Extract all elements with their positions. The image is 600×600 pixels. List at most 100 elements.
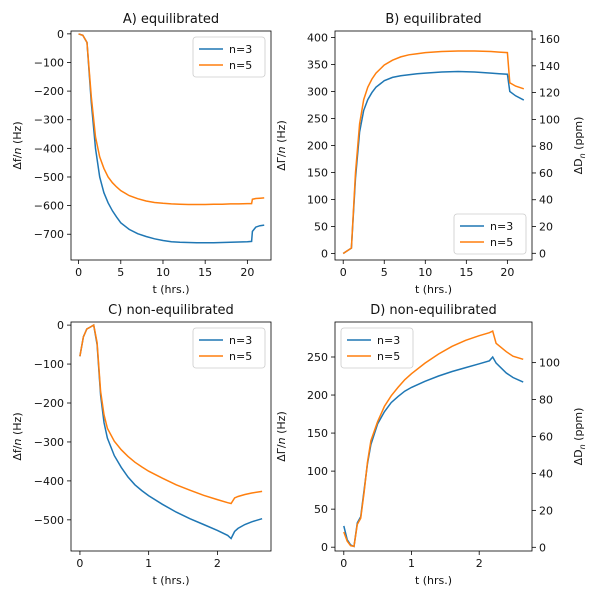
legend: n=3n=5 — [192, 327, 266, 369]
x-tick-label: 10 — [156, 266, 170, 279]
y-right-tick-label: 140 — [539, 60, 560, 73]
x-tick-label: 2 — [476, 557, 483, 570]
y-axis-label-italic: n — [11, 439, 24, 446]
y-axis-label: ΔΓ/n (Hz) — [275, 411, 288, 461]
series-line-n5 — [343, 330, 524, 548]
y-tick-label: −600 — [34, 200, 64, 213]
series-line-n5 — [78, 33, 265, 206]
y-tick-label: 200 — [307, 140, 328, 153]
plot-frame — [70, 321, 272, 552]
y-right-tick-label: 100 — [539, 113, 560, 126]
panel-a: A) equilibrated 0 5 10 15 20 0 −100 −200 −300 −400… — [11, 12, 272, 296]
y-axis-label: Δf/n (Hz) — [11, 412, 24, 460]
x-tick-label: 0 — [340, 266, 347, 279]
y-tick-label: 50 — [314, 503, 328, 516]
legend-label: n=3 — [229, 43, 252, 56]
y-tick-label: 100 — [307, 465, 328, 478]
y-right-tick-label: 40 — [539, 467, 553, 480]
x-axis-label: t (hrs.) — [415, 574, 452, 587]
y-right-tick-label: 80 — [539, 140, 553, 153]
y-tick-label: 300 — [307, 85, 328, 98]
y-tick-label: 200 — [307, 389, 328, 402]
panel-title: D) non-equilibrated — [370, 303, 497, 318]
y-right-tick-label: 160 — [539, 33, 560, 46]
x-tick-label: 10 — [418, 266, 432, 279]
y-right-tick-label: 40 — [539, 194, 553, 207]
y-axis-label-italic: n — [275, 146, 288, 153]
y-tick-label: −400 — [34, 142, 64, 155]
y-axis-label: ΔΓ/n (Hz) — [275, 120, 288, 170]
x-tick-label: 1 — [145, 557, 152, 570]
y-axis-label-part: ΔΓ/ — [275, 444, 288, 462]
panel-title: B) equilibrated — [385, 12, 481, 27]
x-tick-label: 0 — [75, 266, 82, 279]
y-axis-label-right-sub: n — [578, 153, 587, 158]
y-tick-label: 150 — [307, 167, 328, 180]
legend-label: n=5 — [490, 236, 513, 249]
y-right-tick-label: 0 — [539, 541, 546, 554]
y-right-tick-label: 60 — [539, 167, 553, 180]
y-right-tick-label: 0 — [539, 247, 546, 260]
series-line-n5 — [79, 323, 263, 505]
y-tick-label: 250 — [307, 112, 328, 125]
y-axis-label-right-sub: n — [578, 444, 587, 449]
series-line-n5 — [342, 50, 525, 255]
x-tick-label: 20 — [240, 266, 254, 279]
x-tick-label: 20 — [500, 266, 514, 279]
y-axis-label: Δf/n (Hz) — [11, 121, 24, 169]
legend: n=3n=5 — [453, 213, 527, 255]
y-axis-label-right-main: ΔD — [572, 158, 585, 174]
legend-box — [340, 327, 414, 369]
y-tick-label: −100 — [34, 56, 64, 69]
x-axis-label: t (hrs.) — [152, 283, 189, 296]
y-right-tick-label: 20 — [539, 221, 553, 234]
panel-c: C) non-equilibrated 0 1 2 0 −100 −200 −300 −400 −… — [11, 303, 272, 587]
x-tick-label: 0 — [340, 557, 347, 570]
y-tick-label: 400 — [307, 31, 328, 44]
y-axis-label-part: (Hz) — [275, 120, 288, 146]
y-tick-label: 50 — [314, 221, 328, 234]
y-tick-label: −100 — [34, 358, 64, 371]
y-right-tick-label: 80 — [539, 394, 553, 407]
y-axis-label-right: ΔDn (ppm) — [572, 117, 587, 175]
x-axis-label: t (hrs.) — [152, 574, 189, 587]
y-axis-label-right-unit: (ppm) — [572, 117, 585, 154]
y-tick-label: 150 — [307, 427, 328, 440]
x-tick-label: 2 — [214, 557, 221, 570]
panel-title: C) non-equilibrated — [108, 303, 234, 318]
y-tick-label: −200 — [34, 85, 64, 98]
y-axis-label-right-unit: (ppm) — [572, 408, 585, 445]
y-tick-label: −400 — [34, 475, 64, 488]
x-tick-label: 1 — [408, 557, 415, 570]
y-tick-label: 0 — [57, 28, 64, 41]
x-tick-label: 5 — [117, 266, 124, 279]
legend: n=3n=5 — [340, 327, 414, 369]
y-tick-label: −700 — [34, 228, 64, 241]
legend-label: n=3 — [229, 334, 252, 347]
y-axis-label-part: Δf/ — [11, 445, 24, 460]
y-tick-label: 100 — [307, 194, 328, 207]
legend-label: n=5 — [377, 350, 400, 363]
legend-box — [192, 36, 266, 78]
legend-box — [453, 213, 527, 255]
legend-label: n=3 — [490, 220, 513, 233]
x-axis-label: t (hrs.) — [415, 283, 452, 296]
y-tick-label: −300 — [34, 114, 64, 127]
y-tick-label: 0 — [321, 541, 328, 554]
x-tick-label: 15 — [459, 266, 473, 279]
y-tick-label: −500 — [34, 171, 64, 184]
y-axis-label-part: Δf/ — [11, 154, 24, 169]
legend: n=3n=5 — [192, 36, 266, 78]
y-axis-label-right: ΔDn (ppm) — [572, 408, 587, 466]
y-axis-label-part: (Hz) — [275, 411, 288, 437]
y-tick-label: 0 — [57, 319, 64, 332]
series-line-n3 — [343, 355, 524, 548]
y-tick-label: 350 — [307, 58, 328, 71]
y-axis-label-part: (Hz) — [11, 412, 24, 438]
y-axis-label-part: ΔΓ/ — [275, 153, 288, 171]
legend-label: n=5 — [229, 59, 252, 72]
series-line-n3 — [78, 33, 265, 244]
